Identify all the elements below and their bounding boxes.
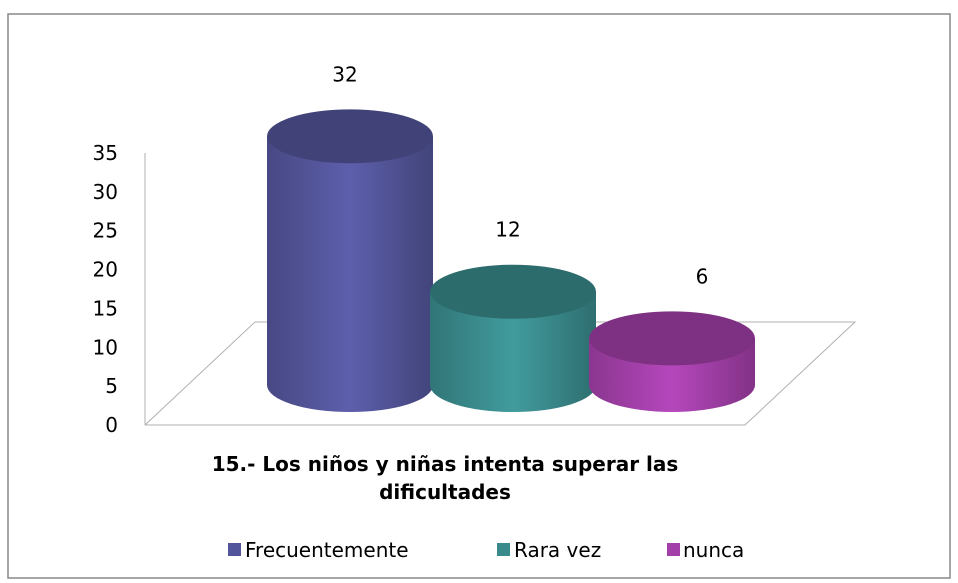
cylinder-top xyxy=(589,311,755,366)
legend-swatch xyxy=(667,543,680,556)
cylinder-top xyxy=(267,109,433,164)
legend-swatch xyxy=(497,543,510,556)
legend-swatch xyxy=(228,543,241,556)
y-tick-label: 5 xyxy=(105,374,118,398)
cylinder-top xyxy=(430,264,596,319)
y-tick-label: 30 xyxy=(93,180,118,204)
y-tick-label: 35 xyxy=(93,141,118,165)
data-label: 12 xyxy=(495,218,520,242)
data-label: 6 xyxy=(696,264,709,288)
cylinder xyxy=(267,136,433,413)
y-tick-label: 25 xyxy=(93,219,118,243)
category-label: 15.- Los niños y niñas intenta superar l… xyxy=(211,452,679,504)
cylinder xyxy=(430,291,596,412)
legend-label: Frecuentemente xyxy=(245,538,409,562)
y-tick-label: 15 xyxy=(93,296,118,320)
data-label: 32 xyxy=(332,62,357,86)
floor-outline xyxy=(144,321,857,426)
legend-label: Rara vez xyxy=(514,538,601,562)
y-tick-label: 20 xyxy=(93,258,118,282)
floor xyxy=(144,153,857,426)
y-tick-label: 10 xyxy=(93,335,118,359)
legend-label: nunca xyxy=(683,538,744,562)
y-tick-label: 0 xyxy=(105,413,118,437)
